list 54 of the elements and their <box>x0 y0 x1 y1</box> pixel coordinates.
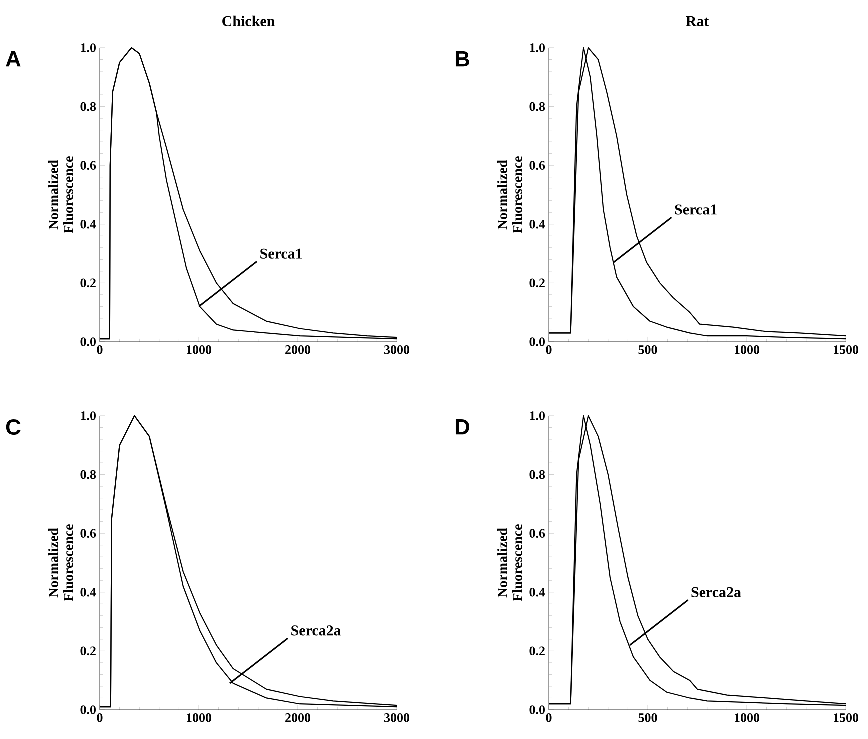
y-tick-label: 0.2 <box>530 278 545 288</box>
x-tick-label: 500 <box>638 346 658 354</box>
y-tick-label: 0.2 <box>530 646 545 656</box>
y-tick-label: 1.0 <box>81 412 96 420</box>
y-tick-label: 1.0 <box>530 412 545 420</box>
text: B <box>456 52 470 67</box>
annotation: Serca2a <box>292 626 342 636</box>
y-tick-label: 0.2 <box>80 278 96 288</box>
y-axis-title: Normalized Fluorescence <box>48 524 74 602</box>
chart-title: Chicken <box>222 16 275 26</box>
y-tick-label: 1.0 <box>530 44 545 52</box>
x-tick-label: 1500 <box>834 346 859 354</box>
y-tick-label: 0.6 <box>80 529 96 538</box>
y-tick-label: 0.8 <box>530 102 546 112</box>
chart-title: Rat <box>686 16 710 26</box>
y-axis-title: Normalized Fluorescence <box>48 156 74 234</box>
x-tick-label: 3000 <box>384 346 410 354</box>
y-tick-label: 0.4 <box>530 588 546 597</box>
annotation: Serca2a <box>692 587 742 598</box>
y-tick-label: 0.0 <box>530 338 545 346</box>
y-tick-label: 0.2 <box>80 646 96 656</box>
x-tick-label: 0 <box>97 346 103 354</box>
y-tick-label: 0.8 <box>80 102 96 112</box>
y-tick-label: 0.4 <box>80 588 96 597</box>
x-tick-label: 1500 <box>834 714 859 722</box>
y-tick-label: 0.0 <box>80 706 96 714</box>
x-tick-label: 3000 <box>384 714 410 722</box>
x-tick-label: 1000 <box>735 346 760 354</box>
text: C <box>6 420 21 436</box>
text: A <box>6 52 21 67</box>
x-tick-label: 2000 <box>286 346 311 354</box>
annotation: Serca1 <box>260 248 302 259</box>
x-tick-label: 1000 <box>187 346 212 354</box>
x-tick-label: 2000 <box>286 714 311 722</box>
x-tick-label: 500 <box>638 714 658 722</box>
y-tick-label: 0.6 <box>530 161 546 170</box>
y-tick-label: 0.8 <box>80 470 96 480</box>
y-tick-label: 0.6 <box>530 529 546 538</box>
x-tick-label: 1000 <box>187 714 212 722</box>
y-tick-label: 0.4 <box>80 220 96 229</box>
y-axis-title: Normalized Fluorescence <box>498 156 522 234</box>
y-axis-title: Normalized Fluorescence <box>498 524 522 602</box>
y-tick-label: 0.0 <box>80 338 96 346</box>
y-tick-label: 0.4 <box>530 220 546 229</box>
x-tick-label: 0 <box>97 714 103 722</box>
y-tick-label: 1.0 <box>81 44 96 52</box>
text: D <box>456 420 470 435</box>
x-tick-label: 0 <box>546 346 552 354</box>
x-tick-label: 1000 <box>735 714 760 722</box>
y-tick-label: 0.0 <box>530 706 545 714</box>
y-tick-label: 0.8 <box>530 470 546 480</box>
x-tick-label: 0 <box>546 714 552 722</box>
annotation: Serca1 <box>675 204 717 215</box>
y-tick-label: 0.6 <box>80 161 96 170</box>
